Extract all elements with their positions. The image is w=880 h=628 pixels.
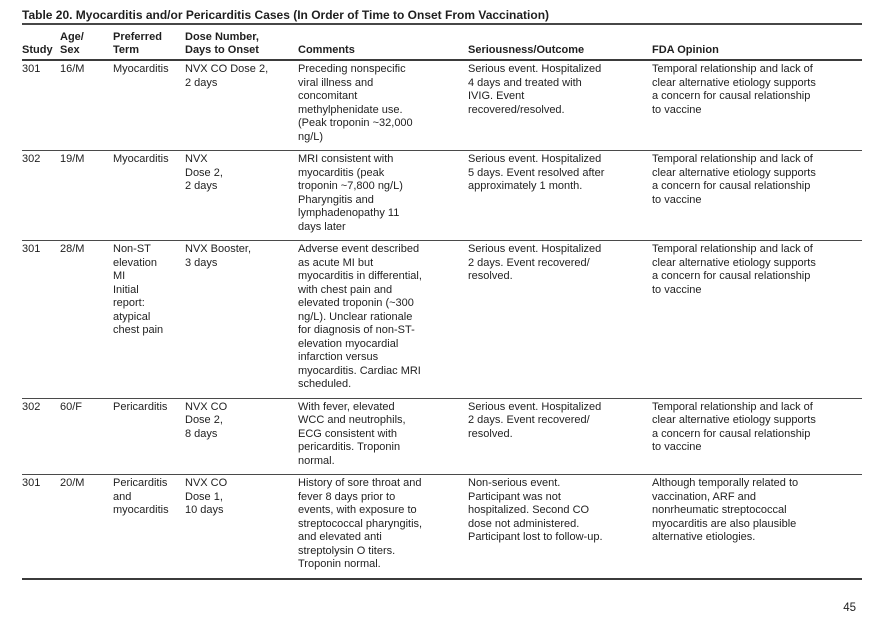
cell-age-sex: 19/M	[60, 153, 85, 165]
header-age-sex: Age/ Sex	[60, 25, 113, 61]
cell-study: 302	[22, 153, 41, 165]
cell-study: 301	[22, 63, 41, 75]
header-fda-opinion: FDA Opinion	[652, 25, 862, 61]
cell-fda-opinion: Temporal relationship and lack of clear …	[652, 153, 816, 206]
cell-preferred-term: Myocarditis	[113, 63, 169, 75]
cell-study: 301	[22, 477, 41, 489]
cell-age-sex: 20/M	[60, 477, 85, 489]
cell-fda-opinion: Temporal relationship and lack of clear …	[652, 63, 816, 116]
cell-preferred-term: Pericarditis and myocarditis	[113, 477, 169, 516]
cell-preferred-term: Non-ST elevation MI Initial report: atyp…	[113, 243, 164, 336]
cell-comments: History of sore throat and fever 8 days …	[298, 477, 423, 570]
cell-comments: MRI consistent with myocarditis (peak tr…	[298, 153, 403, 233]
header-seriousness-outcome: Seriousness/Outcome	[468, 25, 652, 61]
cell-preferred-term: Pericarditis	[113, 400, 168, 413]
cell-comments: Adverse event described as acute MI but …	[298, 243, 422, 390]
cell-outcome: Serious event. Hospitalized 2 days. Even…	[468, 400, 602, 440]
cell-outcome: Serious event. Hospitalized 2 days. Even…	[468, 243, 602, 282]
cell-fda-opinion: Temporal relationship and lack of clear …	[652, 243, 816, 296]
myocarditis-cases-table: Study Age/ Sex Preferred Term Dose Numbe…	[22, 25, 862, 580]
cell-fda-opinion: Temporal relationship and lack of clear …	[652, 400, 816, 454]
table-row: 301 28/M Non-ST elevation MI Initial rep…	[22, 240, 862, 399]
cell-age-sex: 16/M	[60, 63, 85, 75]
table-header: Study Age/ Sex Preferred Term Dose Numbe…	[22, 25, 862, 61]
cell-dose: NVX CO Dose 2, 8 days	[185, 400, 228, 440]
table-row: 302 19/M Myocarditis NVX Dose 2, 2 days …	[22, 150, 862, 241]
table-container: Table 20. Myocarditis and/or Pericarditi…	[22, 8, 862, 580]
cell-outcome: Non-serious event. Participant was not h…	[468, 477, 603, 543]
cell-dose: NVX CO Dose 1, 10 days	[185, 477, 228, 516]
header-comments: Comments	[298, 25, 468, 61]
cell-study: 301	[22, 243, 41, 255]
table-row: 301 20/M Pericarditis and myocarditis NV…	[22, 474, 862, 579]
header-dose-number: Dose Number, Days to Onset	[185, 25, 298, 61]
cell-age-sex: 28/M	[60, 243, 85, 255]
cell-study: 302	[22, 400, 41, 413]
header-row: Study Age/ Sex Preferred Term Dose Numbe…	[22, 25, 862, 61]
table-row: 301 16/M Myocarditis NVX CO Dose 2, 2 da…	[22, 60, 862, 151]
cell-comments: Preceding nonspecific viral illness and …	[298, 63, 413, 143]
cell-dose: NVX CO Dose 2, 2 days	[185, 63, 269, 89]
cell-fda-opinion: Although temporally related to vaccinati…	[652, 477, 799, 543]
cell-outcome: Serious event. Hospitalized 5 days. Even…	[468, 153, 605, 192]
table-row: 302 60/F Pericarditis NVX CO Dose 2, 8 d…	[22, 398, 862, 475]
table-title: Table 20. Myocarditis and/or Pericarditi…	[22, 8, 862, 25]
cell-age-sex: 60/F	[60, 400, 83, 413]
cell-dose: NVX Booster, 3 days	[185, 243, 252, 269]
table-body: 301 16/M Myocarditis NVX CO Dose 2, 2 da…	[22, 60, 862, 579]
cell-preferred-term: Myocarditis	[113, 153, 169, 165]
header-preferred-term: Preferred Term	[113, 25, 185, 61]
page-number: 45	[843, 602, 856, 614]
cell-outcome: Serious event. Hospitalized 4 days and t…	[468, 63, 602, 116]
cell-comments: With fever, elevated WCC and neutrophils…	[298, 400, 406, 467]
header-study: Study	[22, 25, 60, 61]
cell-dose: NVX Dose 2, 2 days	[185, 153, 223, 192]
